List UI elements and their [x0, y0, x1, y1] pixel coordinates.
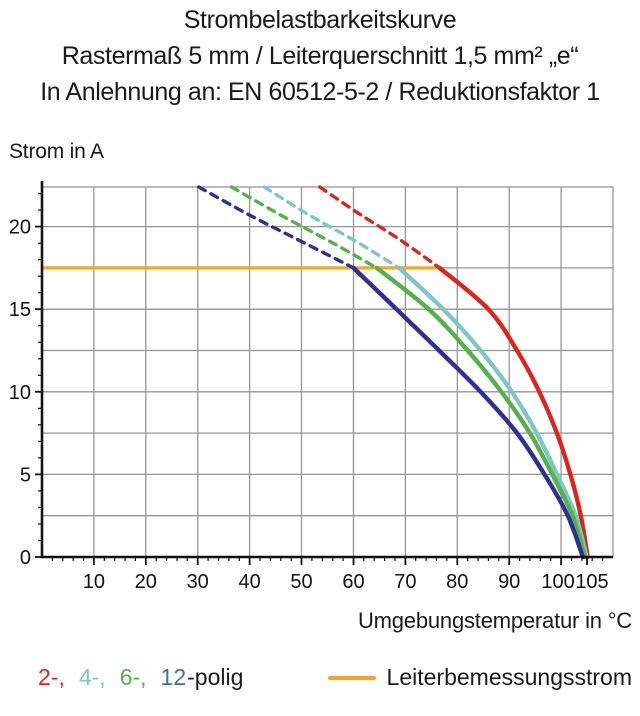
chart-title-block: Strombelastbarkeitskurve Rastermaß 5 mm … — [0, 2, 640, 110]
legend-pole-12-polig: 12 — [160, 664, 187, 690]
rated-current-swatch — [327, 675, 376, 680]
x-tick-label-80: 80 — [446, 571, 468, 593]
curve-12-polig — [351, 265, 586, 560]
curve-4-polig — [396, 265, 589, 560]
curve-6-polig — [374, 265, 588, 560]
x-tick-label-90: 90 — [498, 571, 520, 593]
y-tick-label-20: 20 — [9, 217, 31, 239]
legend-poles: 2-, 4-, 6-, 12 — [38, 664, 187, 691]
x-tick-label-70: 70 — [394, 571, 416, 593]
legend-pole-counts: 2-, 4-, 6-, 12 -polig — [38, 664, 243, 691]
chart-title-line2: Rastermaß 5 mm / Leiterquerschnitt 1,5 m… — [61, 42, 579, 70]
legend-pole-6-polig: 6-, — [119, 664, 147, 690]
legend-row: 2-, 4-, 6-, 12 -polig Leiterbemessungsstrom — [0, 664, 640, 691]
y-axis-title: Strom in A — [9, 140, 104, 163]
curve-6-polig-dashed — [229, 185, 379, 270]
curve-2-polig-dashed — [318, 185, 442, 270]
x-tick-label-20: 20 — [135, 571, 157, 593]
curve-2-polig — [437, 265, 590, 560]
y-tick-label-0: 0 — [20, 547, 31, 569]
legend-pole-2-polig: 2-, — [38, 664, 65, 690]
curve-12-polig-dashed — [197, 185, 356, 270]
x-axis-title: Umgebungstemperatur in °C — [357, 608, 632, 633]
chart-canvas: 10 20 30 40 50 60 70 80 90 100 105 0 5 10 15 20 — [9, 181, 614, 593]
chart-title-line1: Strombelastbarkeitskurve — [183, 6, 457, 34]
legend-pole-4-polig: 4-, — [78, 664, 106, 690]
x-tick-label-40: 40 — [238, 571, 260, 593]
chart-title-line3: In Anlehnung an: EN 60512-5-2 / Reduktio… — [40, 78, 600, 106]
y-tick-label-10: 10 — [9, 382, 31, 404]
legend-rated-current: Leiterbemessungsstrom — [327, 664, 632, 691]
legend-suffix: -polig — [187, 664, 244, 690]
x-tick-label-100: 100 — [541, 571, 574, 593]
x-tick-label-60: 60 — [342, 571, 364, 593]
y-tick-label-5: 5 — [20, 464, 31, 486]
y-tick-label-15: 15 — [9, 299, 31, 321]
rated-current-label: Leiterbemessungsstrom — [386, 664, 632, 690]
x-tick-label-10: 10 — [83, 571, 105, 593]
x-tick-label-30: 30 — [187, 571, 209, 593]
x-tick-label-105: 105 — [575, 571, 608, 593]
x-tick-label-50: 50 — [290, 571, 312, 593]
